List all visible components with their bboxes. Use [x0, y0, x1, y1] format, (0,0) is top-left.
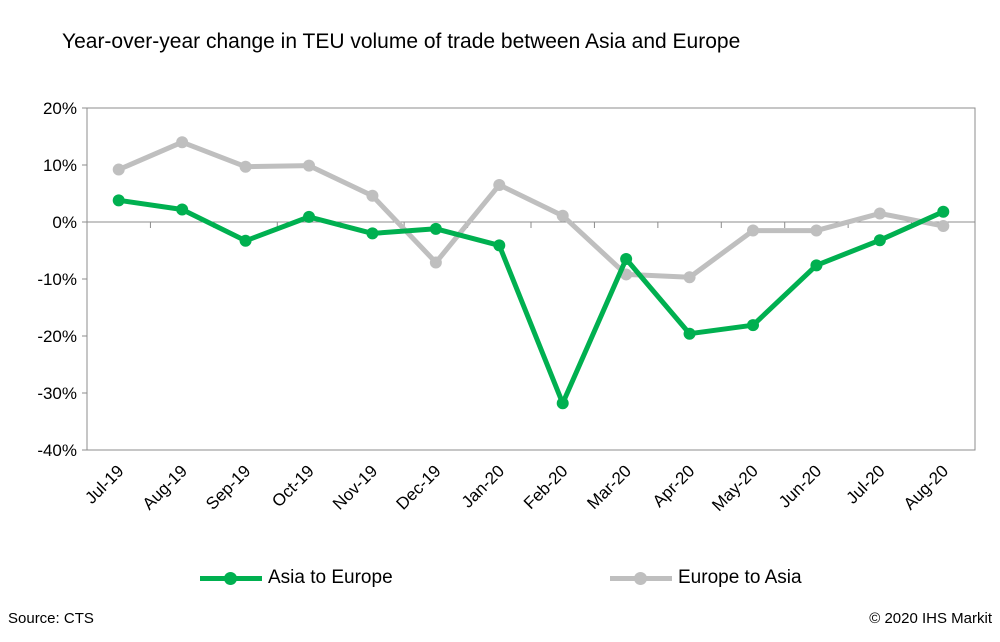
data-point-europe-to-asia — [683, 271, 696, 284]
x-tick-label: Dec-19 — [392, 461, 444, 513]
data-point-europe-to-asia — [556, 209, 569, 222]
data-point-asia-to-europe — [493, 239, 506, 252]
y-tick-label: -30% — [37, 384, 77, 403]
x-tick-label: Sep-19 — [202, 461, 254, 513]
x-tick-label: Feb-20 — [520, 461, 572, 513]
data-point-asia-to-europe — [303, 210, 315, 223]
data-point-europe-to-asia — [937, 219, 950, 232]
data-point-asia-to-europe — [620, 253, 633, 266]
data-point-europe-to-asia — [112, 163, 125, 176]
x-tick-label: Jan-20 — [458, 461, 508, 511]
data-point-asia-to-europe — [747, 319, 759, 332]
y-tick-label: 10% — [43, 156, 77, 175]
y-tick-label: 0% — [52, 213, 77, 232]
y-tick-label: -40% — [37, 441, 77, 460]
series-line-asia-to-europe — [116, 197, 946, 406]
x-tick-label: May-20 — [708, 461, 762, 515]
legend-item-europe-to-asia: Europe to Asia — [610, 566, 802, 590]
data-point-europe-to-asia — [366, 189, 379, 202]
data-point-europe-to-asia — [429, 256, 442, 269]
legend-label-asia-to-europe: Asia to Europe — [268, 567, 393, 588]
x-tick-label: Apr-20 — [649, 461, 699, 511]
data-point-asia-to-europe — [937, 205, 950, 218]
data-point-asia-to-europe — [239, 234, 252, 247]
x-tick-label: Oct-19 — [268, 461, 318, 511]
y-tick-label: 20% — [43, 99, 77, 118]
data-point-asia-to-europe — [176, 203, 189, 216]
x-tick-label: Jul-19 — [81, 461, 127, 507]
data-point-asia-to-europe — [366, 227, 379, 240]
x-tick-label: Jun-20 — [775, 461, 825, 511]
data-point-europe-to-asia — [176, 136, 189, 149]
data-point-asia-to-europe — [810, 259, 823, 272]
data-point-europe-to-asia — [239, 160, 252, 173]
line-chart: 20% 10% 0% -10% -20% -30% -40%Jul-19 Aug-19 Sep-… — [37, 99, 976, 515]
data-point-asia-to-europe — [429, 222, 442, 235]
legend-item-asia-to-europe: Asia to Europe — [200, 566, 393, 590]
data-point-asia-to-europe — [556, 397, 569, 410]
data-point-europe-to-asia — [810, 224, 823, 237]
x-tick-label: Mar-20 — [583, 461, 635, 513]
chart-title: Year-over-year change in TEU volume of t… — [62, 30, 741, 53]
data-point-asia-to-europe — [683, 327, 696, 340]
y-tick-label: -10% — [37, 270, 77, 289]
legend-swatch-europe-to-asia — [610, 566, 672, 590]
x-tick-label: Nov-19 — [329, 461, 381, 513]
copyright-note: © 2020 IHS Markit — [869, 610, 992, 627]
data-point-europe-to-asia — [747, 224, 759, 237]
y-tick-label: -20% — [37, 327, 77, 346]
legend-swatch-asia-to-europe — [200, 566, 262, 590]
data-point-asia-to-europe — [112, 194, 125, 207]
source-note: Source: CTS — [8, 610, 94, 627]
legend-label-europe-to-asia: Europe to Asia — [678, 567, 802, 588]
data-point-europe-to-asia — [303, 159, 315, 172]
data-point-europe-to-asia — [873, 207, 886, 220]
x-tick-label: Jul-20 — [843, 461, 889, 507]
series-line-europe-to-asia — [116, 139, 946, 280]
x-tick-label: Aug-20 — [900, 461, 952, 513]
x-tick-label: Aug-19 — [139, 461, 191, 513]
data-point-asia-to-europe — [873, 234, 886, 247]
data-point-europe-to-asia — [493, 178, 506, 191]
